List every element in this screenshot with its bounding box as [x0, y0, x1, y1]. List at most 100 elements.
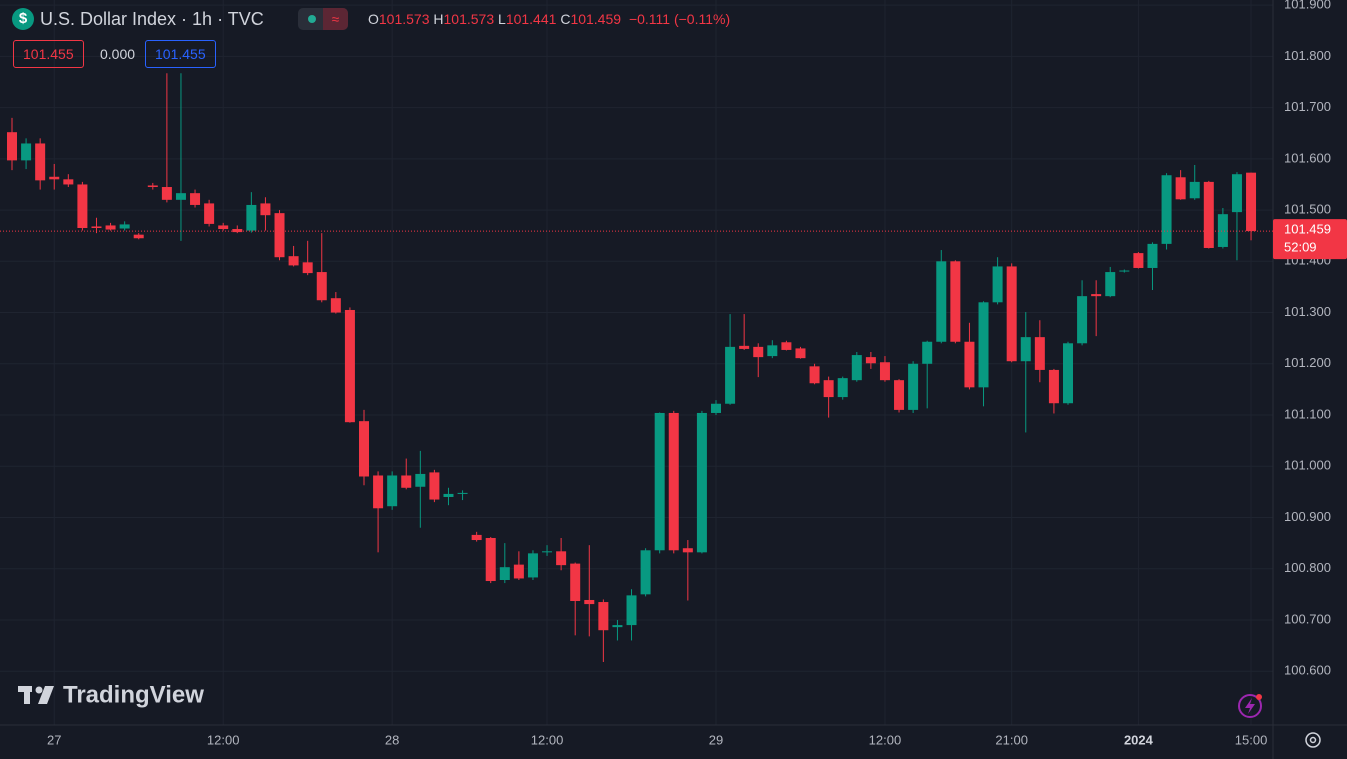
candle-body [204, 203, 215, 224]
y-tick-label: 101.600 [1284, 150, 1331, 165]
ohlc-value: 101.459 [570, 11, 622, 27]
y-tick-label: 101.300 [1284, 304, 1331, 319]
flash-bolt [1245, 698, 1255, 714]
candle-body [823, 380, 834, 398]
candle-body [894, 380, 905, 410]
flash-icon[interactable] [1238, 694, 1262, 718]
logo-slash [38, 686, 54, 704]
ohlc-legend: O101.573 H101.573 L101.441 C101.459 −0.1… [368, 10, 730, 28]
candle-body [809, 366, 820, 384]
candle-body [682, 548, 693, 553]
x-tick-label: 27 [47, 732, 61, 747]
x-tick-label: 29 [709, 732, 723, 747]
candle-body [936, 261, 947, 342]
logo-stem [24, 686, 30, 704]
candle-body [795, 348, 806, 359]
candle-body [1034, 337, 1045, 370]
candle-body [556, 551, 567, 566]
x-tick-label: 21:00 [995, 732, 1028, 747]
last-price-label: 101.459 [1284, 222, 1331, 237]
y-tick-label: 101.500 [1284, 202, 1331, 217]
status-wave: ≈ [323, 8, 348, 30]
y-tick-label: 101.900 [1284, 0, 1331, 12]
candle-body [851, 355, 862, 381]
candle-body [485, 537, 496, 582]
candle-body [527, 553, 538, 578]
candle-body [725, 346, 736, 404]
candle-body [908, 363, 919, 410]
candle-body [288, 256, 299, 266]
y-tick-label: 101.700 [1284, 99, 1331, 114]
candle-body [429, 472, 440, 500]
candle-body [1189, 181, 1200, 199]
candle-body [77, 184, 88, 229]
candle-body [1063, 343, 1073, 404]
candle-body [373, 475, 384, 509]
candle-body [415, 473, 426, 487]
settings-icon[interactable] [1305, 732, 1321, 748]
candle-body [598, 602, 609, 631]
countdown-label: 52:09 [1284, 240, 1317, 255]
y-tick-label: 100.800 [1284, 560, 1331, 575]
x-tick-label: 28 [385, 732, 399, 747]
candle-body [119, 224, 130, 229]
candle-body [246, 204, 257, 231]
last-price-tag [1273, 219, 1347, 260]
y-tick-label: 100.600 [1284, 663, 1331, 678]
candle-body [1217, 214, 1228, 247]
candle-body [499, 567, 510, 580]
candle-body [344, 309, 355, 423]
candle-body [401, 475, 412, 488]
candle-body [711, 403, 721, 413]
candle-body [1231, 174, 1242, 213]
candle-body [359, 421, 369, 477]
candle-body [879, 362, 890, 381]
candle-body [190, 193, 201, 205]
candle-body [837, 378, 848, 398]
candle-body [1091, 294, 1102, 297]
x-tick-label: 15:00 [1235, 732, 1268, 747]
logo-dot [35, 686, 43, 694]
notification-dot [1256, 694, 1262, 700]
candle-body [443, 493, 454, 497]
candle-body [767, 345, 778, 357]
candle-body [1246, 172, 1257, 232]
candle-body [7, 132, 17, 161]
candle-body [161, 187, 172, 200]
candle-body [147, 185, 158, 188]
candle-body [950, 261, 961, 342]
candle-body [542, 551, 553, 553]
candle-body [570, 563, 581, 602]
logo: TradingView [18, 681, 204, 708]
candle-body [978, 302, 989, 388]
candle-body [1020, 337, 1031, 362]
candle-body [260, 203, 271, 216]
candle-body [1133, 253, 1144, 268]
candle-body [1119, 270, 1130, 272]
candle-body [457, 492, 468, 494]
y-tick-label: 101.800 [1284, 48, 1331, 63]
ohlc-key: C [560, 11, 571, 27]
status-dot [308, 15, 316, 23]
candle-body [922, 341, 933, 364]
y-tick-label: 101.200 [1284, 355, 1331, 370]
candle-body [302, 262, 313, 274]
candle-body [232, 229, 243, 233]
ohlc-change: −0.111 (−0.11%) [628, 11, 731, 27]
candle-body [1147, 243, 1158, 268]
candle-body [274, 213, 285, 258]
candle-body [218, 225, 229, 230]
candle-body [1105, 272, 1116, 297]
market-status[interactable]: ≈ [298, 8, 348, 30]
y-tick-label: 101.100 [1284, 406, 1331, 421]
symbol-title[interactable]: U.S. Dollar Index · 1h · TVC [40, 9, 264, 29]
candle-body [865, 357, 876, 364]
candle-body [21, 143, 32, 161]
candle-body [668, 412, 679, 551]
candle-body [316, 272, 327, 301]
x-tick-label: 12:00 [531, 732, 564, 747]
x-tick-label: 12:00 [869, 732, 902, 747]
